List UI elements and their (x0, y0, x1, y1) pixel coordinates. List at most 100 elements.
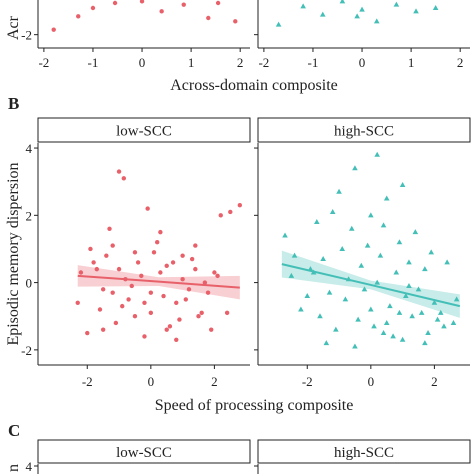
point (206, 15, 211, 21)
point (415, 286, 422, 292)
point (202, 280, 208, 285)
y-axis-label: n (5, 464, 22, 472)
point (291, 252, 298, 258)
x-axis-label: Across-domain composite (170, 77, 338, 94)
point (336, 188, 342, 194)
point (224, 310, 230, 316)
point (422, 340, 428, 346)
point (304, 293, 311, 299)
point (142, 334, 147, 339)
point (319, 11, 326, 17)
point (199, 310, 204, 316)
point (387, 303, 393, 309)
panel-label: C (8, 421, 20, 440)
point (186, 287, 192, 292)
point (161, 293, 166, 299)
point (97, 307, 103, 312)
point (323, 340, 330, 346)
point (107, 226, 112, 231)
point (180, 253, 185, 258)
point (352, 165, 358, 171)
point (154, 240, 160, 245)
point (377, 252, 384, 258)
point (393, 1, 400, 7)
x-tick-label: 2 (237, 55, 244, 70)
point (76, 14, 81, 19)
point (413, 8, 419, 14)
point (215, 273, 220, 279)
point (218, 213, 223, 218)
facet-title: high-SCC (334, 445, 394, 461)
point (333, 326, 339, 332)
point (151, 250, 157, 255)
point (361, 286, 368, 292)
point (364, 242, 371, 248)
point (373, 18, 380, 24)
point (441, 323, 447, 329)
point (181, 2, 186, 7)
point (164, 263, 169, 268)
point (409, 313, 415, 319)
point (326, 289, 333, 295)
point (116, 169, 122, 174)
point (85, 330, 90, 336)
point (135, 260, 141, 265)
point (399, 182, 406, 188)
point (371, 323, 377, 329)
point (354, 13, 360, 19)
point (348, 225, 355, 231)
point (390, 333, 396, 339)
point (320, 256, 326, 262)
x-tick-label: -2 (82, 374, 93, 389)
point (177, 317, 182, 322)
point (393, 269, 400, 275)
point (317, 313, 323, 319)
point (396, 309, 403, 315)
point (288, 272, 295, 278)
point (399, 336, 406, 342)
point (158, 270, 163, 275)
point (113, 320, 119, 326)
x-tick-label: 0 (148, 374, 155, 389)
point (380, 330, 387, 336)
point (94, 266, 100, 272)
point (193, 266, 198, 272)
point (329, 208, 336, 214)
point (100, 327, 106, 332)
point (193, 243, 198, 248)
point (51, 27, 56, 32)
regression-line (77, 274, 240, 289)
point (129, 283, 134, 289)
point (167, 324, 173, 329)
point (90, 5, 96, 11)
point (374, 151, 380, 157)
x-tick-label: -2 (302, 374, 313, 389)
point (183, 297, 188, 302)
point (180, 277, 185, 282)
point (164, 327, 169, 332)
point (132, 314, 138, 319)
point (139, 0, 145, 4)
point (450, 319, 457, 325)
facet-strip (37, 439, 251, 464)
point (422, 266, 428, 272)
point (88, 246, 93, 252)
point (383, 195, 390, 201)
point (139, 273, 144, 279)
point (100, 287, 106, 292)
point (339, 0, 346, 4)
x-tick-label: -2 (258, 55, 269, 70)
point (209, 327, 214, 332)
point (142, 300, 147, 305)
point (374, 279, 380, 285)
x-tick-label: 1 (408, 55, 415, 70)
point (104, 253, 109, 258)
point (145, 206, 150, 211)
point (444, 259, 450, 265)
x-tick-label: 0 (359, 55, 366, 70)
facet-strip (257, 439, 471, 464)
regression-line (281, 263, 461, 308)
facet-strip (37, 117, 251, 143)
point (434, 316, 441, 322)
point (298, 306, 304, 312)
